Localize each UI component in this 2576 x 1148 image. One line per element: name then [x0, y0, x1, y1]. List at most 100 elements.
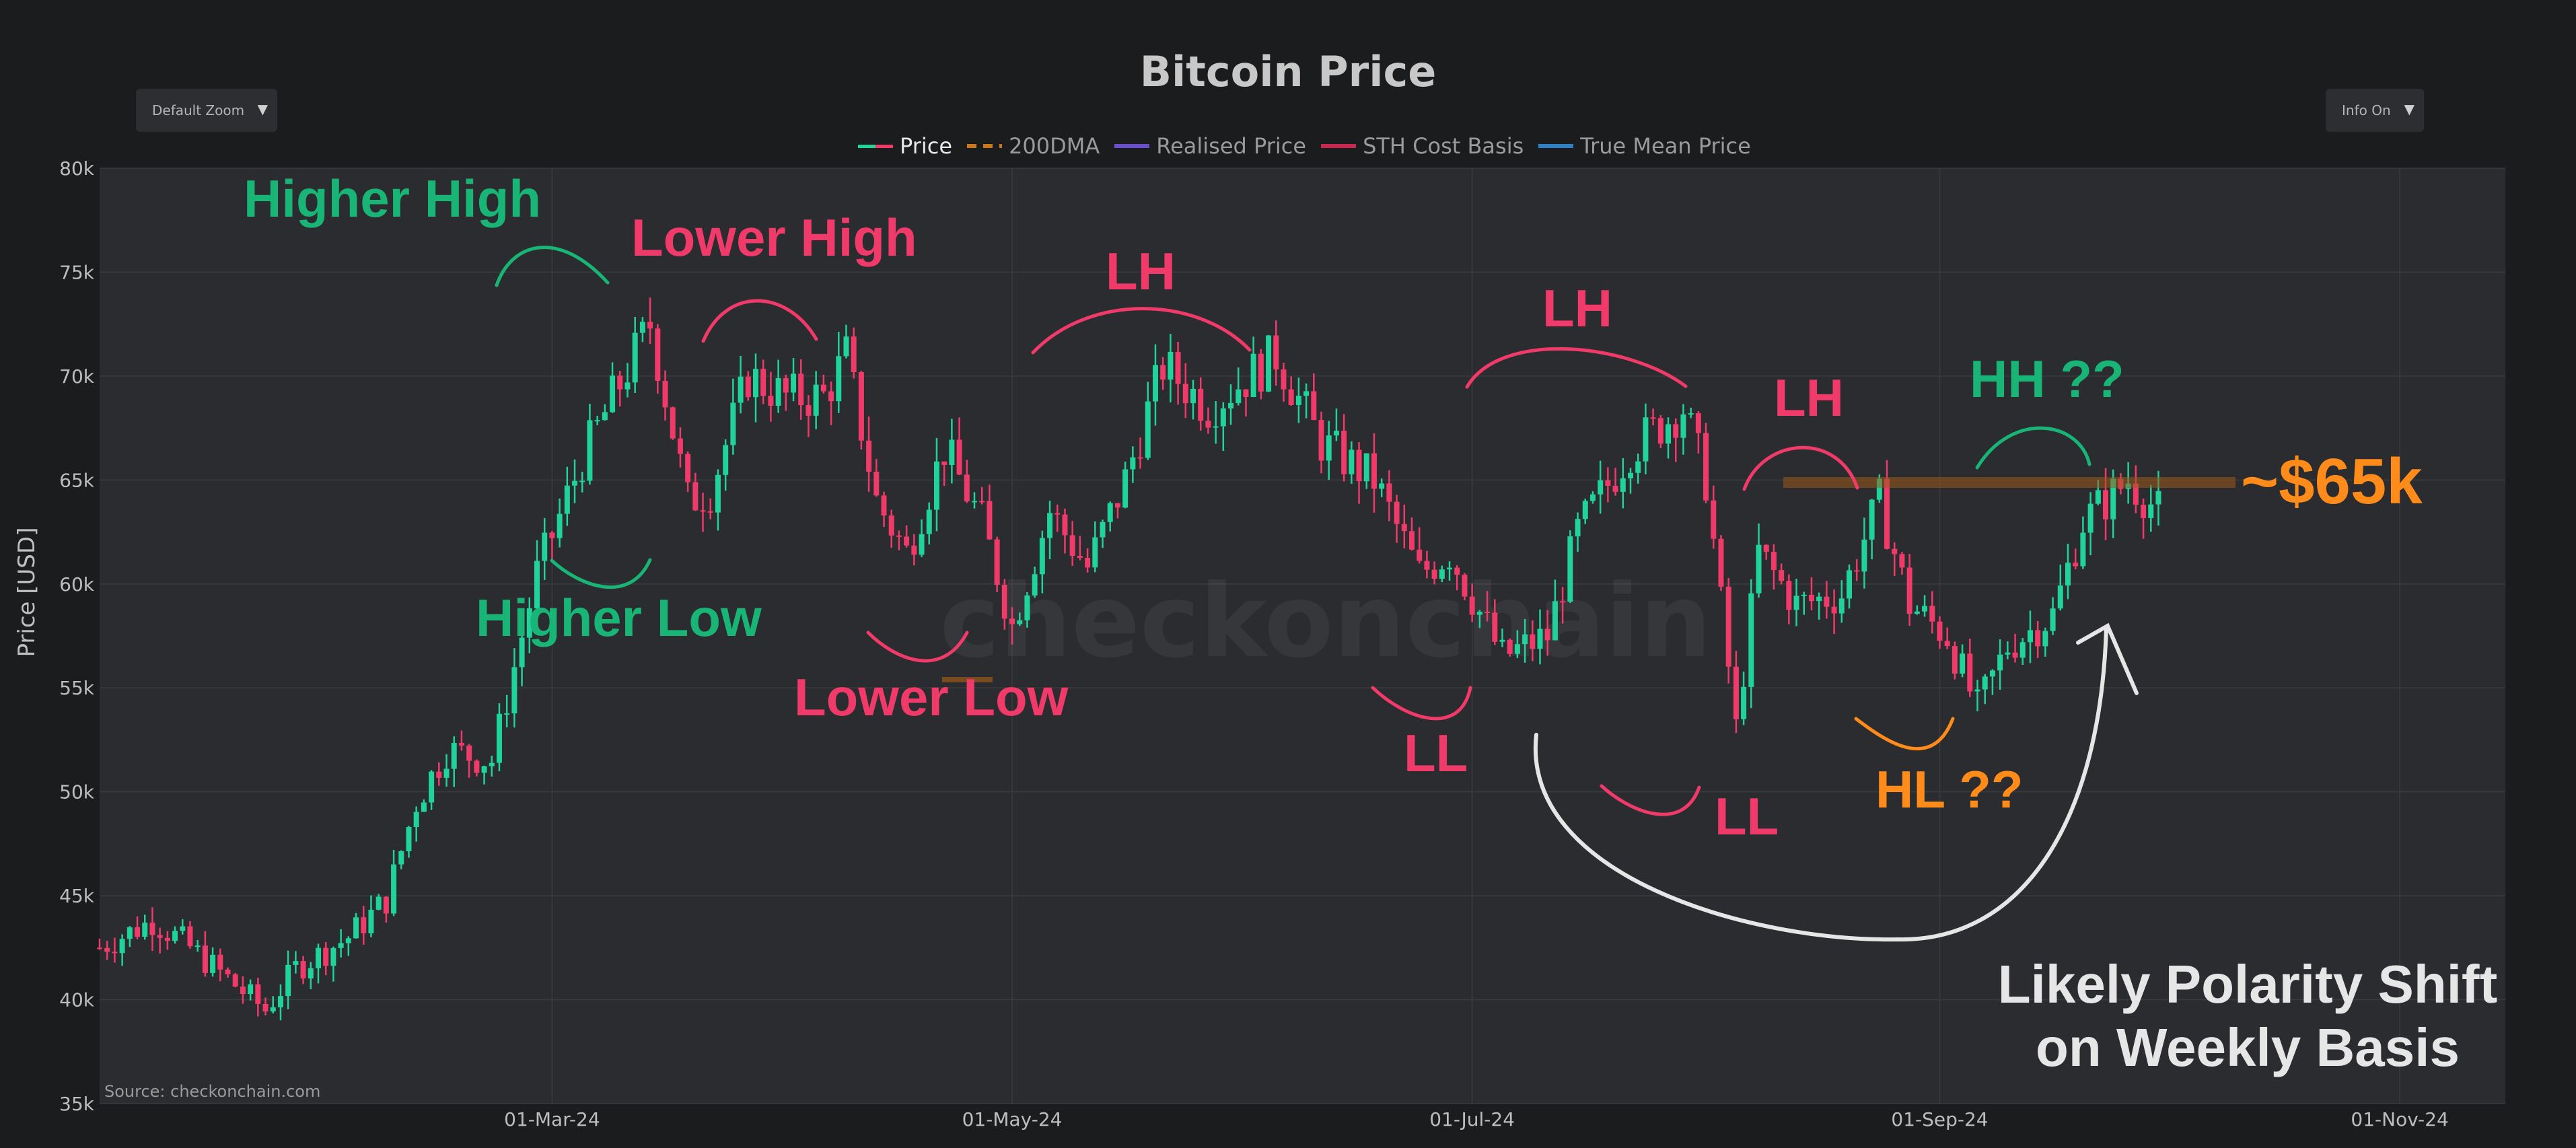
candle-body [1228, 402, 1234, 408]
candle-body [572, 480, 578, 486]
candle-body [858, 371, 864, 441]
candle-body [1801, 594, 1807, 596]
y-tick-label: 35k [59, 1093, 95, 1115]
candle-body [1869, 499, 1875, 540]
candle-body [1431, 569, 1437, 579]
legend-item-true-mean-price[interactable]: True Mean Price [1538, 133, 1751, 159]
candle-body [443, 768, 450, 778]
y-tick-label: 80k [59, 157, 95, 180]
candle-body [1476, 612, 1482, 615]
candle-body [1092, 537, 1098, 568]
candle-body [1944, 641, 1950, 647]
candle-body [1847, 570, 1852, 599]
candle-body [1808, 594, 1814, 602]
legend-item-200dma[interactable]: 200DMA [967, 133, 1100, 159]
candle-body [1001, 584, 1007, 619]
info-dropdown[interactable]: Info On ▼ [2326, 89, 2424, 132]
legend-label-200dma: 200DMA [1009, 133, 1100, 159]
y-tick-label: 60k [59, 573, 95, 596]
candle-body [783, 378, 789, 393]
candle-body [1114, 503, 1120, 508]
candle-body [2080, 532, 2086, 567]
candle-body [1077, 556, 1083, 559]
y-tick-label: 75k [59, 261, 95, 283]
candle-body [1273, 335, 1279, 369]
candle-body [1220, 408, 1226, 427]
candle-body [1288, 389, 1294, 405]
candle-body [836, 356, 842, 402]
x-tick-label: 01-Sep-24 [1891, 1108, 1988, 1131]
legend-swatch-200dma [967, 144, 1003, 148]
candle-body [933, 461, 939, 510]
candle-body [2050, 608, 2056, 631]
candle-body [624, 382, 631, 390]
candle-body [610, 375, 616, 412]
candle-body [1424, 561, 1430, 570]
candle-body [1454, 567, 1460, 575]
candle-body [828, 391, 834, 402]
polarity-arrow [1533, 622, 2139, 942]
candle-body [1756, 544, 1762, 594]
lh-arc-2 [1465, 347, 1688, 389]
x-tick-label: 01-Mar-24 [504, 1108, 600, 1131]
candle-body [489, 762, 495, 766]
candle-body [210, 954, 216, 973]
candle-body [926, 509, 932, 534]
candle-body [1779, 570, 1785, 581]
candle-body [1989, 670, 1995, 677]
candle-body [149, 923, 155, 935]
candle-body [1522, 634, 1528, 645]
x-tick-label: 01-Jul-24 [1429, 1108, 1515, 1131]
legend-swatch-true-mean [1538, 144, 1574, 148]
lower-high-label: Lower High [631, 208, 917, 267]
candle-body [1047, 513, 1053, 538]
candle-body [730, 402, 736, 445]
candle-body [919, 534, 925, 555]
candle-body [1009, 618, 1015, 624]
candle-body [1628, 472, 1633, 478]
candle-body [2095, 490, 2101, 504]
candle-body [723, 445, 729, 475]
candle-body [1160, 365, 1166, 380]
candle-body [1100, 522, 1106, 538]
candle-body [1982, 676, 1988, 690]
lh-arc-1 [1031, 307, 1252, 355]
candle-body [316, 947, 321, 968]
legend-swatch-price [858, 144, 893, 148]
watermark: checkonchain [939, 563, 1711, 680]
candle-body [1137, 457, 1143, 459]
candle-body [2065, 563, 2071, 586]
candle-body [323, 947, 329, 966]
candle-body [1960, 653, 1966, 674]
candle-body [1612, 485, 1618, 492]
legend-item-price[interactable]: Price [858, 133, 952, 159]
higher-high-label: Higher High [244, 169, 541, 228]
zoom-dropdown[interactable]: Default Zoom ▼ [136, 89, 277, 132]
candle-body [1386, 483, 1392, 502]
candle-body [1499, 639, 1505, 642]
candle-body [1786, 581, 1792, 610]
candle-body [1718, 538, 1724, 587]
candle-body [1447, 567, 1453, 570]
candle-body [413, 812, 419, 828]
candle-body [1914, 611, 1920, 614]
candle-body [338, 943, 344, 948]
lh-label-2: LH [1542, 279, 1612, 338]
candle-body [330, 947, 336, 966]
y-axis-ticks: 35k 40k 45k 50k 55k 60k 65k 70k 75k 80k [59, 157, 95, 1115]
chevron-down-icon: ▼ [257, 101, 268, 117]
y-tick-label: 70k [59, 365, 95, 388]
legend-label-sth: STH Cost Basis [1363, 133, 1524, 159]
candle-body [1024, 595, 1030, 620]
legend-item-sth-cost-basis[interactable]: STH Cost Basis [1321, 133, 1524, 159]
candle-body [820, 384, 826, 392]
candle-body [375, 896, 382, 910]
lower-high-arc [701, 299, 818, 343]
x-axis-ticks: 01-Mar-24 01-May-24 01-Jul-24 01-Sep-24 01-N… [504, 1108, 2449, 1131]
candle-body [881, 495, 887, 516]
legend-item-realised-price[interactable]: Realised Price [1114, 133, 1306, 159]
candle-body [104, 947, 110, 952]
candle-body [2133, 483, 2139, 505]
candle-body [1657, 418, 1663, 444]
